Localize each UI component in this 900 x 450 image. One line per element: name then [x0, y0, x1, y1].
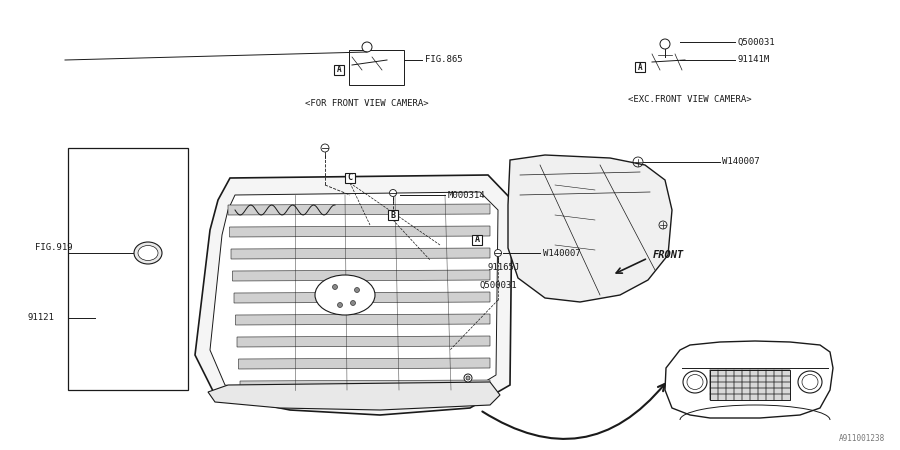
Polygon shape	[238, 358, 490, 369]
Polygon shape	[208, 382, 500, 410]
FancyBboxPatch shape	[345, 173, 355, 183]
Polygon shape	[228, 204, 490, 215]
Polygon shape	[236, 314, 490, 325]
FancyBboxPatch shape	[334, 65, 344, 75]
Text: 91121: 91121	[28, 314, 55, 323]
Ellipse shape	[134, 242, 162, 264]
Polygon shape	[237, 336, 490, 347]
Circle shape	[355, 288, 359, 292]
Circle shape	[660, 39, 670, 49]
FancyBboxPatch shape	[472, 235, 482, 245]
Text: <EXC.FRONT VIEW CAMERA>: <EXC.FRONT VIEW CAMERA>	[628, 95, 752, 104]
Polygon shape	[234, 292, 490, 303]
Bar	[68, 148, 188, 390]
Text: FIG.919: FIG.919	[35, 243, 73, 252]
Text: M000314: M000314	[448, 190, 486, 199]
Circle shape	[350, 301, 356, 306]
Circle shape	[466, 376, 470, 380]
Text: FRONT: FRONT	[653, 250, 684, 260]
Polygon shape	[508, 155, 672, 302]
Text: 91141M: 91141M	[738, 55, 770, 64]
FancyBboxPatch shape	[388, 210, 398, 220]
Text: Q500031: Q500031	[480, 280, 518, 289]
Text: W140007: W140007	[722, 158, 760, 166]
Text: W140007: W140007	[543, 248, 580, 257]
Text: A911001238: A911001238	[839, 434, 885, 443]
Polygon shape	[240, 380, 490, 391]
Polygon shape	[231, 248, 490, 259]
Text: 91165J: 91165J	[488, 264, 520, 273]
Circle shape	[332, 284, 338, 289]
Circle shape	[494, 249, 501, 256]
Circle shape	[321, 144, 329, 152]
Text: A: A	[638, 63, 643, 72]
Ellipse shape	[315, 275, 375, 315]
Circle shape	[362, 42, 372, 52]
Polygon shape	[210, 192, 498, 404]
Ellipse shape	[138, 246, 158, 261]
FancyBboxPatch shape	[635, 62, 645, 72]
Polygon shape	[230, 226, 490, 237]
Polygon shape	[195, 175, 512, 415]
Bar	[710, 370, 790, 400]
Text: A: A	[337, 66, 341, 75]
Text: <FOR FRONT VIEW CAMERA>: <FOR FRONT VIEW CAMERA>	[305, 99, 428, 108]
Polygon shape	[232, 270, 490, 281]
Circle shape	[464, 374, 472, 382]
Circle shape	[338, 302, 343, 307]
Text: A: A	[474, 235, 480, 244]
FancyArrowPatch shape	[482, 384, 665, 439]
Text: C: C	[347, 174, 353, 183]
Text: B: B	[391, 211, 395, 220]
Text: FIG.865: FIG.865	[425, 55, 463, 64]
Text: Q500031: Q500031	[738, 37, 776, 46]
Circle shape	[390, 189, 397, 197]
